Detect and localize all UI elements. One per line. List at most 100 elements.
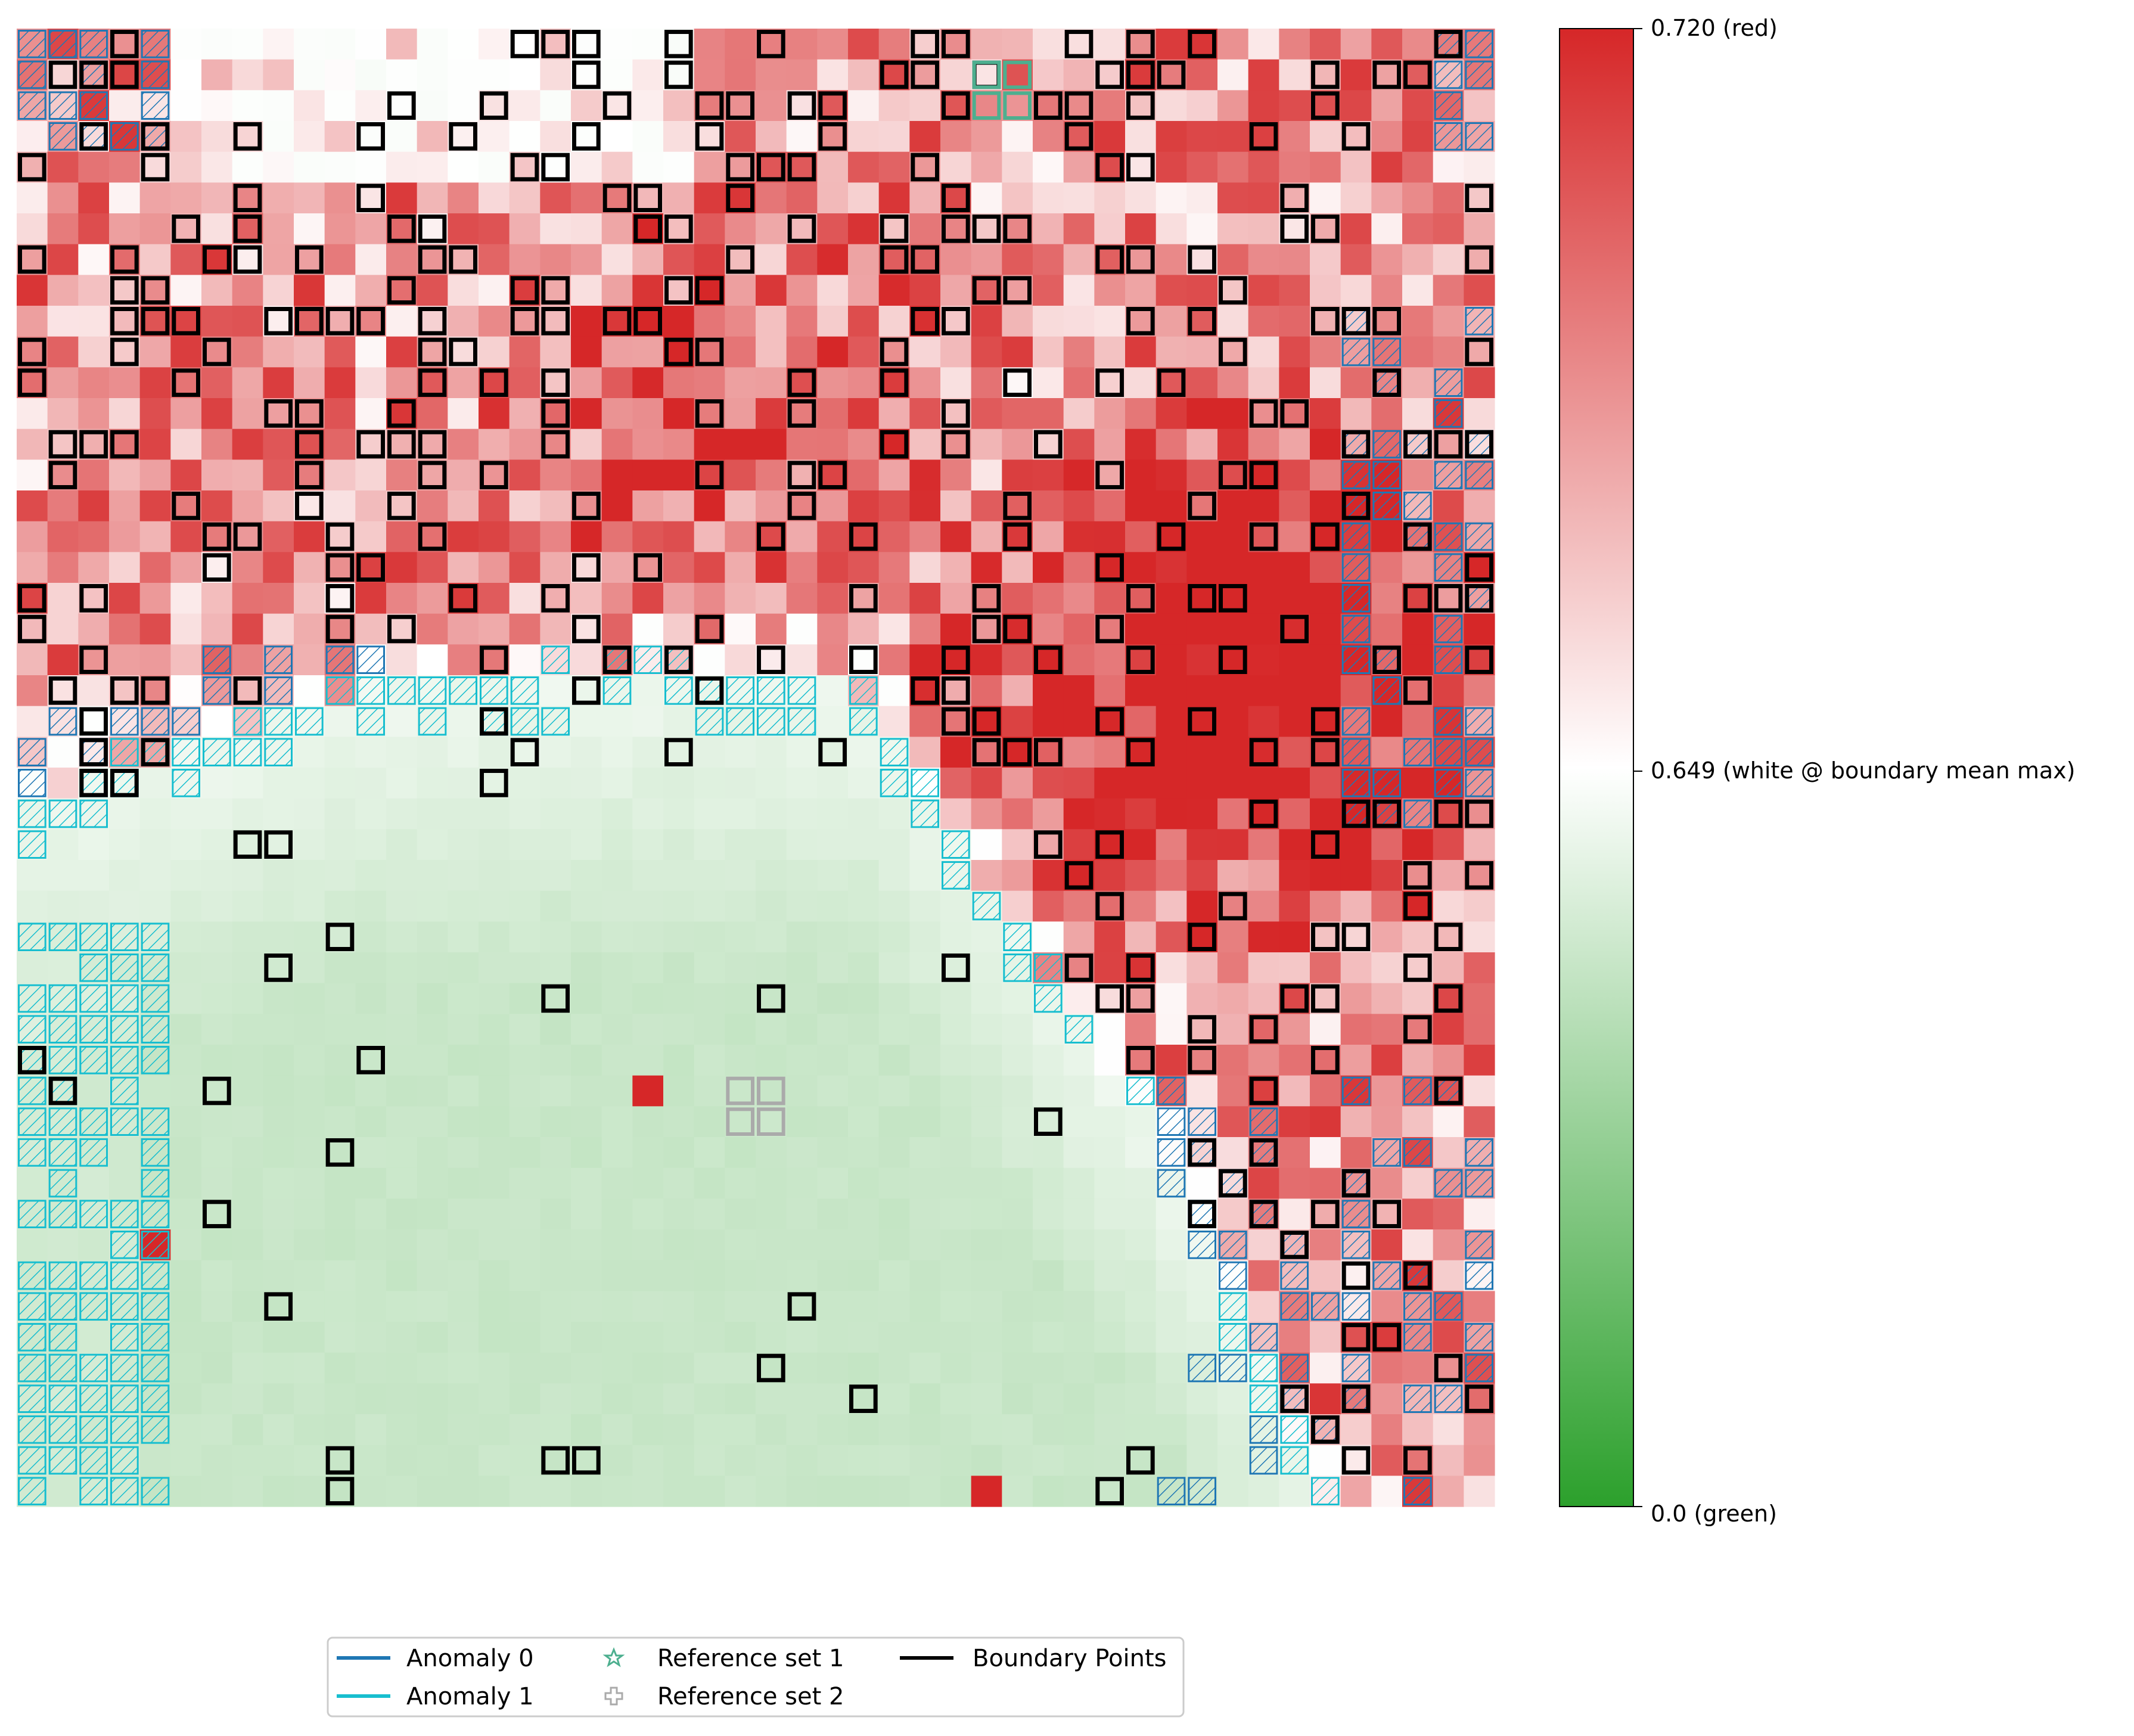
heatmap-cell	[479, 983, 510, 1014]
heatmap-cell	[632, 1014, 664, 1045]
heatmap-cell	[1248, 275, 1279, 306]
heatmap-cell	[170, 1322, 202, 1353]
heatmap-cell	[571, 459, 602, 491]
heatmap-cell	[1464, 275, 1495, 306]
boundary-point-cell	[480, 769, 508, 797]
legend-entry-boundary-points: Boundary Points	[900, 1645, 1167, 1672]
heatmap-cell	[1248, 983, 1279, 1014]
heatmap-cell	[1371, 1476, 1403, 1507]
heatmap-cell	[817, 428, 849, 460]
heatmap-cell	[294, 1045, 325, 1076]
heatmap-cell	[1125, 1414, 1157, 1446]
anomaly-1-cell	[79, 923, 108, 951]
heatmap-cell	[47, 737, 79, 768]
heatmap-cell	[540, 490, 571, 522]
heatmap-cell	[725, 583, 756, 614]
heatmap-cell	[201, 490, 233, 522]
heatmap-cell	[756, 244, 787, 275]
heatmap-cell	[540, 1106, 571, 1138]
heatmap-cell	[479, 1322, 510, 1353]
boundary-point-cell	[880, 60, 909, 89]
heatmap-cell	[878, 1352, 910, 1384]
heatmap-cell	[355, 29, 387, 60]
anomaly-0-cell	[1341, 614, 1371, 644]
heatmap-cell	[139, 459, 171, 491]
heatmap-cell	[201, 1167, 233, 1199]
boundary-point-cell	[1249, 1015, 1278, 1044]
heatmap-cell	[571, 90, 602, 122]
heatmap-cell	[1402, 121, 1434, 153]
heatmap-cell	[878, 1445, 910, 1476]
heatmap-cell	[663, 1075, 695, 1107]
heatmap-cell	[232, 1229, 263, 1261]
heatmap-cell	[848, 1414, 880, 1446]
heatmap-cell	[540, 182, 571, 214]
heatmap-cell	[971, 1198, 1002, 1230]
boundary-point-cell	[1034, 91, 1063, 120]
anomaly-0-cell	[1219, 1169, 1247, 1198]
heatmap-cell	[756, 121, 787, 153]
heatmap-cell	[971, 798, 1002, 830]
heatmap-cell	[940, 1445, 972, 1476]
boundary-point-cell	[1465, 337, 1494, 367]
heatmap-cell	[601, 798, 633, 830]
heatmap-cell	[909, 829, 941, 861]
boundary-point-cell	[1311, 1046, 1340, 1074]
heatmap-cell	[540, 121, 571, 153]
heatmap-cell	[601, 1045, 633, 1076]
heatmap-cell	[1186, 182, 1218, 214]
heatmap-cell	[1033, 613, 1064, 645]
heatmap-cell	[1371, 1383, 1403, 1415]
heatmap-cell	[1125, 428, 1157, 460]
boundary-point-cell	[172, 492, 200, 520]
heatmap-cell	[601, 829, 633, 861]
anomaly-0-cell	[110, 122, 139, 151]
heatmap-cell	[878, 1014, 910, 1045]
heatmap-cell	[971, 1414, 1002, 1446]
heatmap-cell	[355, 890, 387, 922]
heatmap-cell	[786, 1383, 818, 1415]
heatmap-cell	[232, 336, 263, 368]
heatmap-cell	[109, 367, 141, 399]
heatmap-cell	[694, 367, 725, 399]
heatmap-cell	[1155, 244, 1187, 275]
boundary-point-cell	[449, 337, 478, 367]
heatmap-cell	[725, 459, 756, 491]
heatmap-cell	[1279, 275, 1310, 306]
heatmap-cell	[1063, 768, 1095, 799]
heatmap-cell	[694, 952, 725, 984]
heatmap-cell	[756, 1414, 787, 1446]
boundary-point-cell	[942, 91, 970, 120]
boundary-point-cell	[695, 676, 724, 705]
anomaly-1-cell	[418, 707, 447, 736]
heatmap-cell	[878, 1137, 910, 1169]
heatmap-cell	[540, 1322, 571, 1353]
heatmap-cell	[940, 1014, 972, 1045]
heatmap-cell	[1279, 644, 1310, 676]
heatmap-cell	[1155, 890, 1187, 922]
heatmap-cell	[848, 983, 880, 1014]
heatmap-cell	[1186, 952, 1218, 984]
anomaly-1-cell	[141, 954, 170, 982]
anomaly-0-cell	[1434, 1169, 1463, 1198]
heatmap-cell	[1094, 1198, 1126, 1230]
heatmap-cell	[1371, 1045, 1403, 1076]
boundary-point-cell	[572, 492, 601, 520]
heatmap-cell	[756, 1075, 787, 1107]
heatmap-cell	[47, 552, 79, 583]
anomaly-0-cell	[1403, 1138, 1432, 1167]
boundary-point-cell	[1434, 984, 1463, 1013]
heatmap-cell	[1155, 90, 1187, 122]
heatmap-cell	[1033, 1045, 1064, 1076]
heatmap-cell	[294, 121, 325, 153]
boundary-point-cell	[1434, 584, 1463, 613]
heatmap-cell	[663, 706, 695, 737]
heatmap-cell	[386, 1229, 418, 1261]
heatmap-cell	[1033, 706, 1064, 737]
anomaly-1-cell	[264, 707, 293, 736]
heatmap-cell	[601, 921, 633, 953]
heatmap-cell	[109, 860, 141, 892]
heatmap-cell	[632, 1198, 664, 1230]
heatmap-cell	[848, 59, 880, 91]
heatmap-cell	[786, 1137, 818, 1169]
